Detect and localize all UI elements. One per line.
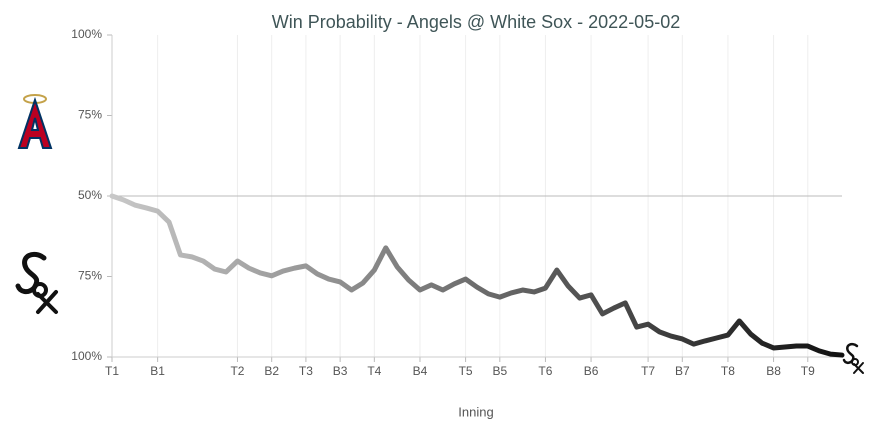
y-tick-label: 50%	[78, 188, 102, 202]
x-tick-label: B3	[333, 364, 348, 378]
white-sox-logo	[15, 251, 58, 314]
x-tick-label: B2	[264, 364, 279, 378]
x-tick-label: B7	[675, 364, 690, 378]
x-tick-label: T6	[538, 364, 552, 378]
win-probability-line	[109, 193, 845, 358]
x-tick-label: B4	[413, 364, 428, 378]
y-tick-label: 100%	[71, 27, 102, 41]
x-tick-label: T8	[721, 364, 735, 378]
x-tick-label: T9	[801, 364, 815, 378]
x-tick-label: T7	[641, 364, 655, 378]
x-tick-label: B5	[492, 364, 507, 378]
x-tick-label: T3	[299, 364, 313, 378]
x-tick-label: T5	[459, 364, 473, 378]
y-tick-label: 75%	[78, 269, 102, 283]
x-tick-label: T4	[367, 364, 381, 378]
x-tick-label: T2	[230, 364, 244, 378]
y-tick-label: 100%	[71, 349, 102, 363]
x-tick-label: B8	[766, 364, 781, 378]
x-tick-label: T1	[105, 364, 119, 378]
x-tick-label: B6	[584, 364, 599, 378]
angels-logo	[17, 94, 53, 149]
white-sox-logo-small	[842, 342, 864, 374]
chart-title: Win Probability - Angels @ White Sox - 2…	[272, 12, 680, 32]
x-tick-label: B1	[150, 364, 165, 378]
y-tick-label: 75%	[78, 108, 102, 122]
x-axis-title: Inning	[458, 404, 493, 419]
